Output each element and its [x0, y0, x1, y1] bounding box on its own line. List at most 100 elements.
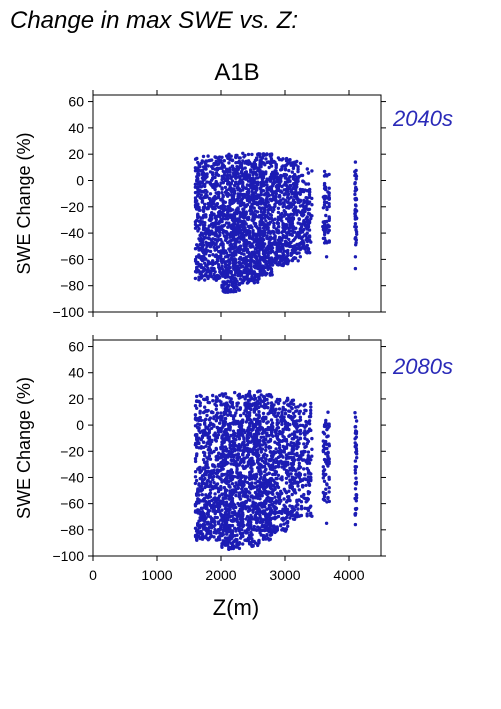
data-point — [252, 271, 256, 275]
data-point — [309, 216, 313, 221]
data-point — [227, 408, 231, 412]
data-point — [249, 513, 253, 518]
data-point — [219, 217, 223, 222]
data-point — [238, 430, 243, 434]
data-point — [260, 465, 264, 469]
data-point — [323, 223, 327, 227]
data-point — [322, 181, 327, 186]
data-point — [208, 270, 213, 275]
data-point — [257, 539, 261, 544]
data-point — [230, 179, 235, 183]
data-point — [247, 235, 252, 240]
data-point — [238, 235, 243, 239]
data-point — [238, 174, 242, 179]
data-point — [288, 183, 292, 188]
data-point — [282, 487, 286, 491]
data-point — [283, 235, 288, 239]
data-point — [244, 500, 248, 504]
data-point — [242, 441, 246, 445]
data-point — [239, 211, 244, 216]
data-point — [247, 485, 252, 489]
data-point — [193, 413, 198, 417]
data-point — [228, 290, 232, 294]
data-point — [276, 263, 281, 267]
data-point — [207, 451, 211, 455]
data-point — [258, 200, 262, 204]
data-point — [241, 524, 245, 529]
data-point — [233, 276, 237, 281]
data-point — [208, 515, 213, 519]
data-point — [223, 416, 228, 421]
data-point — [195, 167, 199, 171]
data-point — [277, 501, 282, 506]
data-point — [228, 261, 232, 265]
data-point — [255, 495, 259, 499]
data-point — [208, 192, 213, 196]
data-point — [250, 189, 254, 194]
data-point — [279, 449, 283, 453]
data-point — [258, 526, 262, 530]
data-point — [245, 433, 250, 437]
data-point — [310, 169, 314, 173]
plot-frame — [92, 339, 382, 557]
data-point — [229, 176, 233, 180]
data-point — [258, 247, 262, 251]
data-point — [239, 514, 244, 518]
data-point — [212, 267, 216, 271]
data-point — [249, 262, 253, 266]
data-point — [327, 193, 331, 198]
data-point — [353, 197, 357, 201]
data-point — [292, 246, 297, 250]
data-point — [280, 158, 284, 162]
data-point — [279, 179, 283, 183]
data-point — [223, 496, 228, 500]
data-point — [252, 260, 257, 265]
data-point — [270, 421, 275, 425]
data-point — [265, 492, 269, 496]
data-point — [231, 224, 236, 229]
data-point — [239, 534, 244, 539]
data-point — [251, 163, 255, 168]
data-point — [288, 179, 292, 183]
data-point — [215, 191, 220, 195]
data-point — [201, 525, 206, 529]
data-point — [259, 170, 263, 174]
data-point — [205, 426, 209, 430]
data-point — [216, 245, 221, 249]
data-point — [215, 273, 220, 278]
data-point — [215, 486, 219, 490]
data-point — [200, 518, 205, 522]
data-point — [256, 193, 260, 197]
data-point — [250, 218, 254, 222]
data-point — [322, 230, 327, 234]
data-point — [230, 482, 235, 486]
data-point — [277, 193, 282, 198]
data-point — [242, 207, 246, 211]
data-point — [242, 437, 246, 441]
data-point — [236, 206, 240, 210]
data-point — [282, 503, 286, 507]
data-point — [278, 509, 282, 514]
data-point — [220, 508, 224, 512]
y-tick-label: 0 — [76, 172, 84, 188]
data-point — [230, 201, 234, 205]
data-point — [238, 269, 243, 274]
data-point — [327, 186, 331, 190]
data-point — [257, 414, 262, 419]
data-point — [258, 445, 262, 450]
data-point — [305, 199, 309, 203]
data-point — [213, 520, 217, 524]
data-point — [243, 170, 247, 175]
data-point — [252, 393, 257, 398]
data-point — [258, 155, 262, 159]
data-point — [243, 276, 247, 280]
data-point — [288, 244, 292, 249]
data-point — [231, 415, 236, 419]
data-point — [226, 176, 230, 180]
data-point — [220, 434, 224, 439]
data-point — [262, 397, 267, 401]
data-point — [220, 492, 224, 496]
data-point — [265, 517, 269, 521]
data-point — [260, 443, 265, 447]
y-tick-label: −40 — [60, 225, 84, 241]
